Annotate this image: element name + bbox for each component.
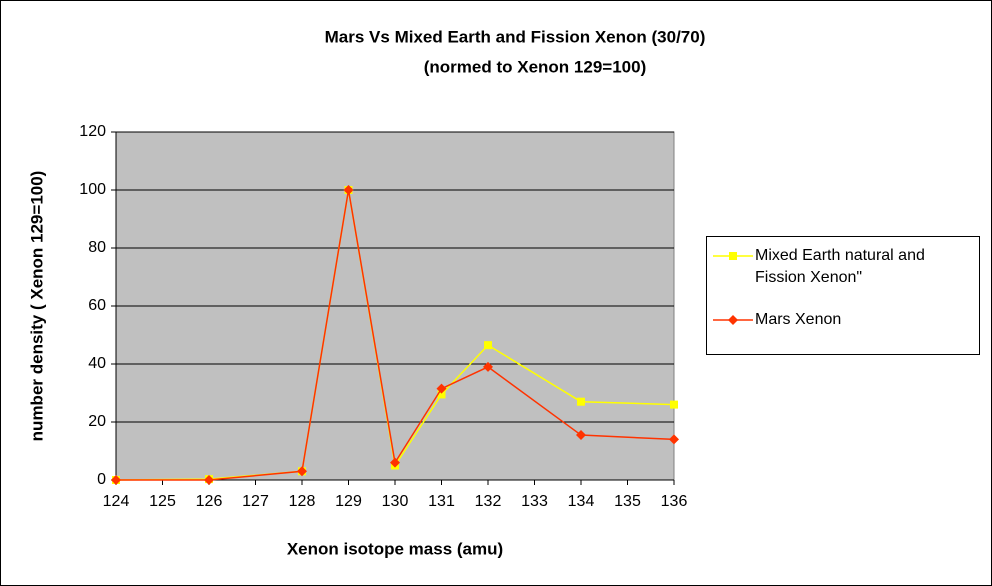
legend-marker	[728, 315, 738, 325]
marker	[483, 361, 493, 372]
legend-marker	[729, 252, 737, 260]
marker	[204, 475, 214, 485]
marker	[343, 185, 354, 195]
y-tick-label: 120	[79, 123, 106, 140]
legend-swatch	[713, 252, 753, 260]
x-tick-label: 128	[289, 493, 316, 510]
y-tick-label: 0	[97, 471, 106, 488]
x-tick-label: 130	[382, 493, 409, 510]
marker	[576, 430, 586, 441]
chart-title: Mars Vs Mixed Earth and Fission Xenon (3…	[325, 27, 706, 46]
marker	[111, 475, 121, 485]
y-tick-label: 60	[88, 297, 106, 314]
legend: Mixed Earth natural and Fission Xenon" Ma…	[706, 236, 980, 355]
marker	[670, 400, 678, 409]
y-tick-label: 40	[88, 355, 106, 372]
x-tick-label: 131	[428, 493, 455, 510]
marker	[390, 457, 400, 468]
x-tick-label: 126	[196, 493, 223, 510]
marker	[297, 466, 307, 477]
x-tick-label: 127	[242, 493, 269, 510]
x-tick-label: 136	[661, 493, 688, 510]
y-axis-label: number density ( Xenon 129=100)	[27, 171, 46, 442]
x-tick-label: 133	[521, 493, 548, 510]
legend-swatch	[713, 315, 753, 325]
marker	[437, 390, 446, 399]
x-axis-label: Xenon isotope mass (amu)	[287, 539, 503, 558]
marker	[669, 434, 679, 445]
legend-label: Mars Xenon	[755, 311, 842, 328]
marker	[577, 397, 585, 406]
x-tick-label: 124	[103, 493, 130, 510]
legend-label: Mixed Earth natural and Fission Xenon"	[755, 247, 925, 286]
marker	[436, 383, 447, 394]
chart-subtitle: (normed to Xenon 129=100)	[424, 57, 646, 76]
y-tick-label: 80	[88, 239, 106, 256]
x-tick-label: 134	[568, 493, 595, 510]
x-tick-label: 135	[614, 493, 641, 510]
y-tick-label: 20	[88, 413, 106, 430]
y-tick-label: 100	[79, 181, 106, 198]
x-tick-label: 129	[335, 493, 362, 510]
marker	[484, 341, 492, 350]
x-tick-label: 132	[475, 493, 502, 510]
x-tick-label: 125	[149, 493, 176, 510]
